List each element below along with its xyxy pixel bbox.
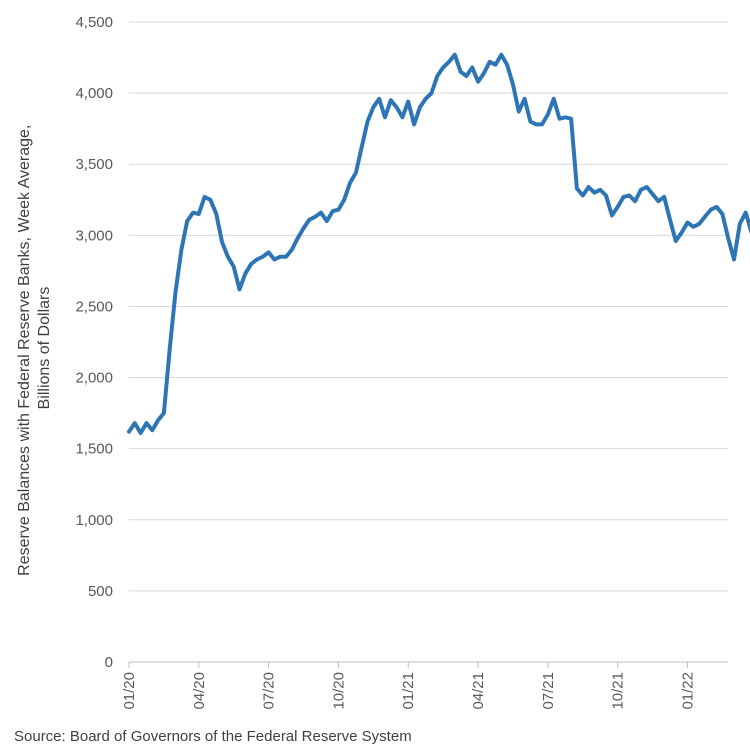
y-axis-label: Reserve Balances with Federal Reserve Ba… (16, 120, 53, 576)
y-tick-label: 3,000 (75, 227, 113, 244)
x-tick-label: 07/21 (540, 672, 557, 710)
y-tick-label: 4,000 (75, 85, 113, 102)
x-tick-label: 01/20 (121, 672, 138, 710)
y-tick-label: 1,000 (75, 512, 113, 529)
y-axis-label-line-2: Billions of Dollars (36, 287, 53, 410)
y-tick-label: 3,500 (75, 156, 113, 173)
source-note: Source: Board of Governors of the Federa… (14, 728, 412, 745)
y-axis: 0 500 1,000 1,500 2,000 2,500 3,000 3,500 4,000 4… (75, 14, 113, 671)
x-tick-label: 10/20 (330, 672, 347, 710)
x-tick-label: 01/22 (679, 672, 696, 710)
series-group (127, 52, 750, 435)
x-tick-label: 10/21 (610, 672, 627, 710)
series-line (127, 52, 750, 435)
y-tick-label: 500 (88, 583, 113, 600)
x-tick-label: 04/21 (470, 672, 487, 710)
y-tick-label: 2,500 (75, 298, 113, 315)
y-tick-label: 0 (105, 654, 113, 671)
x-tick-label: 04/20 (191, 672, 208, 710)
y-tick-label: 1,500 (75, 441, 113, 458)
y-tick-label: 2,000 (75, 370, 113, 387)
x-tick-label: 07/20 (261, 672, 278, 710)
y-tick-label: 4,500 (75, 14, 113, 31)
x-tick-label: 01/21 (400, 672, 417, 710)
gridlines (129, 21, 728, 592)
y-axis-label-line-1: Reserve Balances with Federal Reserve Ba… (16, 125, 33, 576)
x-axis: 01/20 04/20 07/20 10/20 01/21 04/21 07/21 10/21… (121, 661, 750, 710)
